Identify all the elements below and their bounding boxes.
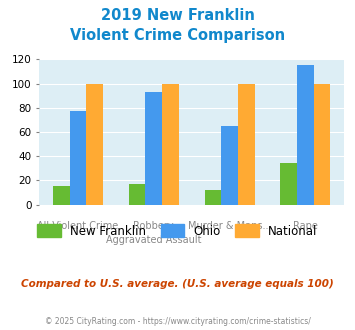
Bar	[314, 83, 331, 205]
Bar	[221, 126, 238, 205]
Bar	[70, 112, 86, 205]
Text: © 2025 CityRating.com - https://www.cityrating.com/crime-statistics/: © 2025 CityRating.com - https://www.city…	[45, 317, 310, 326]
Text: Aggravated Assault: Aggravated Assault	[106, 235, 202, 245]
Bar	[162, 83, 179, 205]
Bar	[86, 83, 103, 205]
Text: 2019 New Franklin: 2019 New Franklin	[100, 8, 255, 23]
Text: Compared to U.S. average. (U.S. average equals 100): Compared to U.S. average. (U.S. average …	[21, 279, 334, 289]
Text: Robbery: Robbery	[133, 221, 174, 231]
Bar	[297, 65, 314, 205]
Text: Murder & Mans...: Murder & Mans...	[188, 221, 271, 231]
Bar	[129, 184, 146, 205]
Bar	[238, 83, 255, 205]
Bar	[146, 92, 162, 205]
Legend: New Franklin, Ohio, National: New Franklin, Ohio, National	[33, 220, 322, 242]
Text: Rape: Rape	[293, 221, 318, 231]
Bar	[53, 186, 70, 205]
Bar	[280, 163, 297, 205]
Text: All Violent Crime: All Violent Crime	[37, 221, 119, 231]
Bar	[204, 190, 221, 205]
Text: Violent Crime Comparison: Violent Crime Comparison	[70, 28, 285, 43]
